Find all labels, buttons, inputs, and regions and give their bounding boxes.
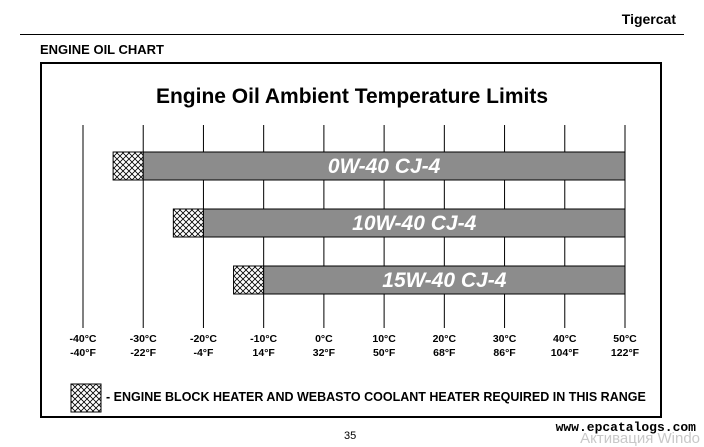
- x-tick-label-fahrenheit: -22°F: [130, 347, 156, 359]
- brand-name: Tigercat: [621, 11, 676, 27]
- legend-text: - ENGINE BLOCK HEATER AND WEBASTO COOLAN…: [106, 390, 646, 404]
- x-tick-label-fahrenheit: 50°F: [373, 347, 396, 359]
- heater-range-hatch: [172, 208, 204, 238]
- oil-range-bar: [142, 151, 626, 181]
- bar-label: 15W-40 CJ-4: [382, 269, 506, 292]
- bar-label: 10W-40 CJ-4: [352, 212, 476, 235]
- chart-title: Engine Oil Ambient Temperature Limits: [155, 85, 549, 108]
- x-tick-label-celsius: 0°C: [315, 333, 333, 345]
- bar-label: 0W-40 CJ-4: [328, 155, 441, 178]
- chart-frame: [40, 62, 662, 418]
- x-tick-label-fahrenheit: 14°F: [253, 347, 276, 359]
- x-tick-label-fahrenheit: 68°F: [433, 347, 456, 359]
- x-tick-label-celsius: -10°C: [250, 333, 277, 345]
- x-tick-label-fahrenheit: 104°F: [551, 347, 580, 359]
- x-tick-label-fahrenheit: 32°F: [313, 347, 336, 359]
- heater-range-hatch: [233, 265, 265, 295]
- heater-range-hatch: [112, 151, 144, 181]
- header-rule: [20, 34, 684, 35]
- x-tick-label-fahrenheit: 86°F: [493, 347, 516, 359]
- oil-range-bar: [263, 265, 626, 295]
- oil-range-bar: [202, 208, 626, 238]
- x-tick-label-celsius: 40°C: [553, 333, 577, 345]
- x-tick-label-celsius: 50°C: [613, 333, 637, 345]
- watermark-overlay: Активация Windo: [580, 430, 700, 447]
- section-title: ENGINE OIL CHART: [40, 42, 164, 57]
- watermark-url: www.epcatalogs.com: [555, 420, 696, 435]
- x-tick-label-fahrenheit: 122°F: [611, 347, 640, 359]
- x-tick-label-celsius: 30°C: [493, 333, 517, 345]
- x-tick-label-celsius: 20°C: [433, 333, 457, 345]
- page-number: 35: [344, 430, 357, 442]
- x-tick-label-celsius: -20°C: [190, 333, 217, 345]
- x-tick-label-celsius: 10°C: [372, 333, 396, 345]
- legend-hatch-swatch: [70, 383, 102, 413]
- x-tick-label-celsius: -30°C: [130, 333, 157, 345]
- x-tick-label-fahrenheit: -40°F: [70, 347, 96, 359]
- x-tick-label-fahrenheit: -4°F: [193, 347, 214, 359]
- x-tick-label-celsius: -40°C: [70, 333, 97, 345]
